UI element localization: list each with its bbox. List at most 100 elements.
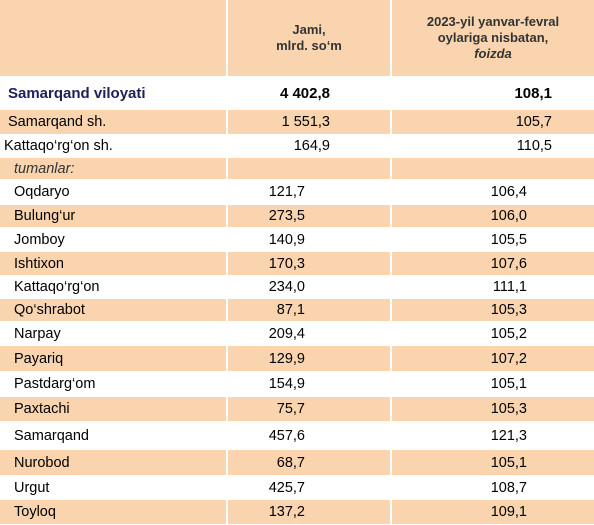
row-value: 105,1 — [490, 376, 527, 392]
row-value: 111,1 — [492, 279, 527, 295]
table-cell: 111,1 — [392, 276, 594, 299]
table-cell: 457,6 — [228, 422, 392, 450]
row-value: 1 551,3 — [281, 114, 330, 130]
row-value: 106,4 — [490, 184, 527, 200]
row-label: tumanlar: — [14, 160, 75, 177]
row-value: 110,5 — [516, 138, 552, 154]
table-cell: 273,5 — [228, 205, 392, 228]
table-cell: 110,5 — [392, 135, 594, 158]
table-cell: Nurobod — [0, 450, 228, 476]
row-label: Payariq — [14, 350, 64, 367]
table-cell: Bulung‘ur — [0, 205, 228, 228]
header-text: 2023-yil yanvar-fevral — [426, 14, 560, 29]
row-value: 109,1 — [490, 504, 527, 520]
table-cell: 137,2 — [228, 500, 392, 525]
table-cell: 121,3 — [392, 422, 594, 450]
row-label: Samarqand sh. — [8, 114, 107, 130]
table-cell: 154,9 — [228, 372, 392, 397]
row-label: Nurobod — [14, 454, 70, 471]
table-cell: Samarqand viloyati — [0, 77, 228, 110]
table-cell: Urgut — [0, 476, 228, 500]
table-cell: 108,1 — [392, 77, 594, 110]
table-cell: Toyloq — [0, 500, 228, 525]
table-cell: 105,7 — [392, 110, 594, 135]
row-value: 87,1 — [276, 302, 305, 318]
row-value: 105,7 — [515, 114, 552, 130]
table-cell: 105,1 — [392, 450, 594, 476]
table-cell: Payariq — [0, 346, 228, 372]
row-value: 137,2 — [268, 504, 305, 520]
row-value: 105,1 — [490, 454, 527, 471]
table-cell: Pastdarg‘om — [0, 372, 228, 397]
row-value: 105,5 — [490, 231, 527, 248]
row-value: 234,0 — [268, 279, 305, 295]
table-cell: Samarqand sh. — [0, 110, 228, 135]
table-cell: 105,3 — [392, 397, 594, 422]
row-value: 140,9 — [268, 231, 305, 248]
row-label: Ishtixon — [14, 255, 64, 272]
row-label: Narpay — [14, 325, 61, 342]
row-label: Jomboy — [14, 231, 65, 248]
row-value: 107,2 — [490, 350, 527, 367]
table-cell: 209,4 — [228, 322, 392, 346]
row-value: 154,9 — [268, 376, 305, 392]
table-cell: Qo‘shrabot — [0, 299, 228, 322]
row-value: 164,9 — [293, 138, 330, 154]
header-cell — [0, 0, 228, 77]
table-cell: 105,1 — [392, 372, 594, 397]
row-value: 457,6 — [268, 427, 305, 444]
row-label: Paxtachi — [14, 401, 70, 417]
table-cell: 425,7 — [228, 476, 392, 500]
table-cell: 68,7 — [228, 450, 392, 476]
table-cell: 107,6 — [392, 252, 594, 276]
table-cell — [228, 158, 392, 180]
table-cell: 106,0 — [392, 205, 594, 228]
row-value: 209,4 — [268, 325, 305, 342]
table-cell: 164,9 — [228, 135, 392, 158]
row-label: Kattaqo‘rg‘on — [14, 279, 100, 295]
table-cell: Kattaqo‘rg‘on sh. — [0, 135, 228, 158]
table-cell: Paxtachi — [0, 397, 228, 422]
row-value: 121,7 — [268, 184, 305, 200]
row-value: 273,5 — [268, 208, 305, 224]
header-text: foizda — [474, 46, 512, 61]
table-cell: 109,1 — [392, 500, 594, 525]
row-value: 105,3 — [490, 401, 527, 417]
row-value: 4 402,8 — [279, 84, 330, 102]
row-value: 75,7 — [276, 401, 305, 417]
header-text: Jami, — [292, 22, 326, 37]
row-value: 129,9 — [268, 350, 305, 367]
table-cell: 121,7 — [228, 180, 392, 205]
header-text: oylariga nisbatan, — [437, 30, 549, 45]
table-cell: 140,9 — [228, 228, 392, 252]
table-cell: 105,5 — [392, 228, 594, 252]
row-label: Qo‘shrabot — [14, 302, 85, 318]
table-cell: Kattaqo‘rg‘on — [0, 276, 228, 299]
row-value: 107,6 — [490, 255, 527, 272]
row-value: 121,3 — [490, 427, 527, 444]
row-value: 170,3 — [268, 255, 305, 272]
table-cell — [392, 158, 594, 180]
row-value: 108,1 — [514, 84, 552, 102]
table-cell: 107,2 — [392, 346, 594, 372]
table-cell: 105,2 — [392, 322, 594, 346]
row-value: 108,7 — [490, 479, 527, 496]
table-cell: tumanlar: — [0, 158, 228, 180]
row-value: 105,3 — [490, 302, 527, 318]
row-label: Samarqand — [14, 427, 89, 444]
row-label: Kattaqo‘rg‘on sh. — [4, 138, 113, 154]
table-cell: 129,9 — [228, 346, 392, 372]
header-cell: 2023-yil yanvar-fevral oylariga nisbatan… — [392, 0, 594, 77]
row-value: 425,7 — [268, 479, 305, 496]
row-label: Oqdaryo — [14, 184, 70, 200]
table-cell: 87,1 — [228, 299, 392, 322]
table-cell: Jomboy — [0, 228, 228, 252]
table-cell: 4 402,8 — [228, 77, 392, 110]
row-label: Urgut — [14, 479, 50, 496]
row-label: Pastdarg‘om — [14, 376, 96, 392]
table-cell: 106,4 — [392, 180, 594, 205]
row-value: 105,2 — [490, 325, 527, 342]
table-cell: 234,0 — [228, 276, 392, 299]
table-cell: Oqdaryo — [0, 180, 228, 205]
